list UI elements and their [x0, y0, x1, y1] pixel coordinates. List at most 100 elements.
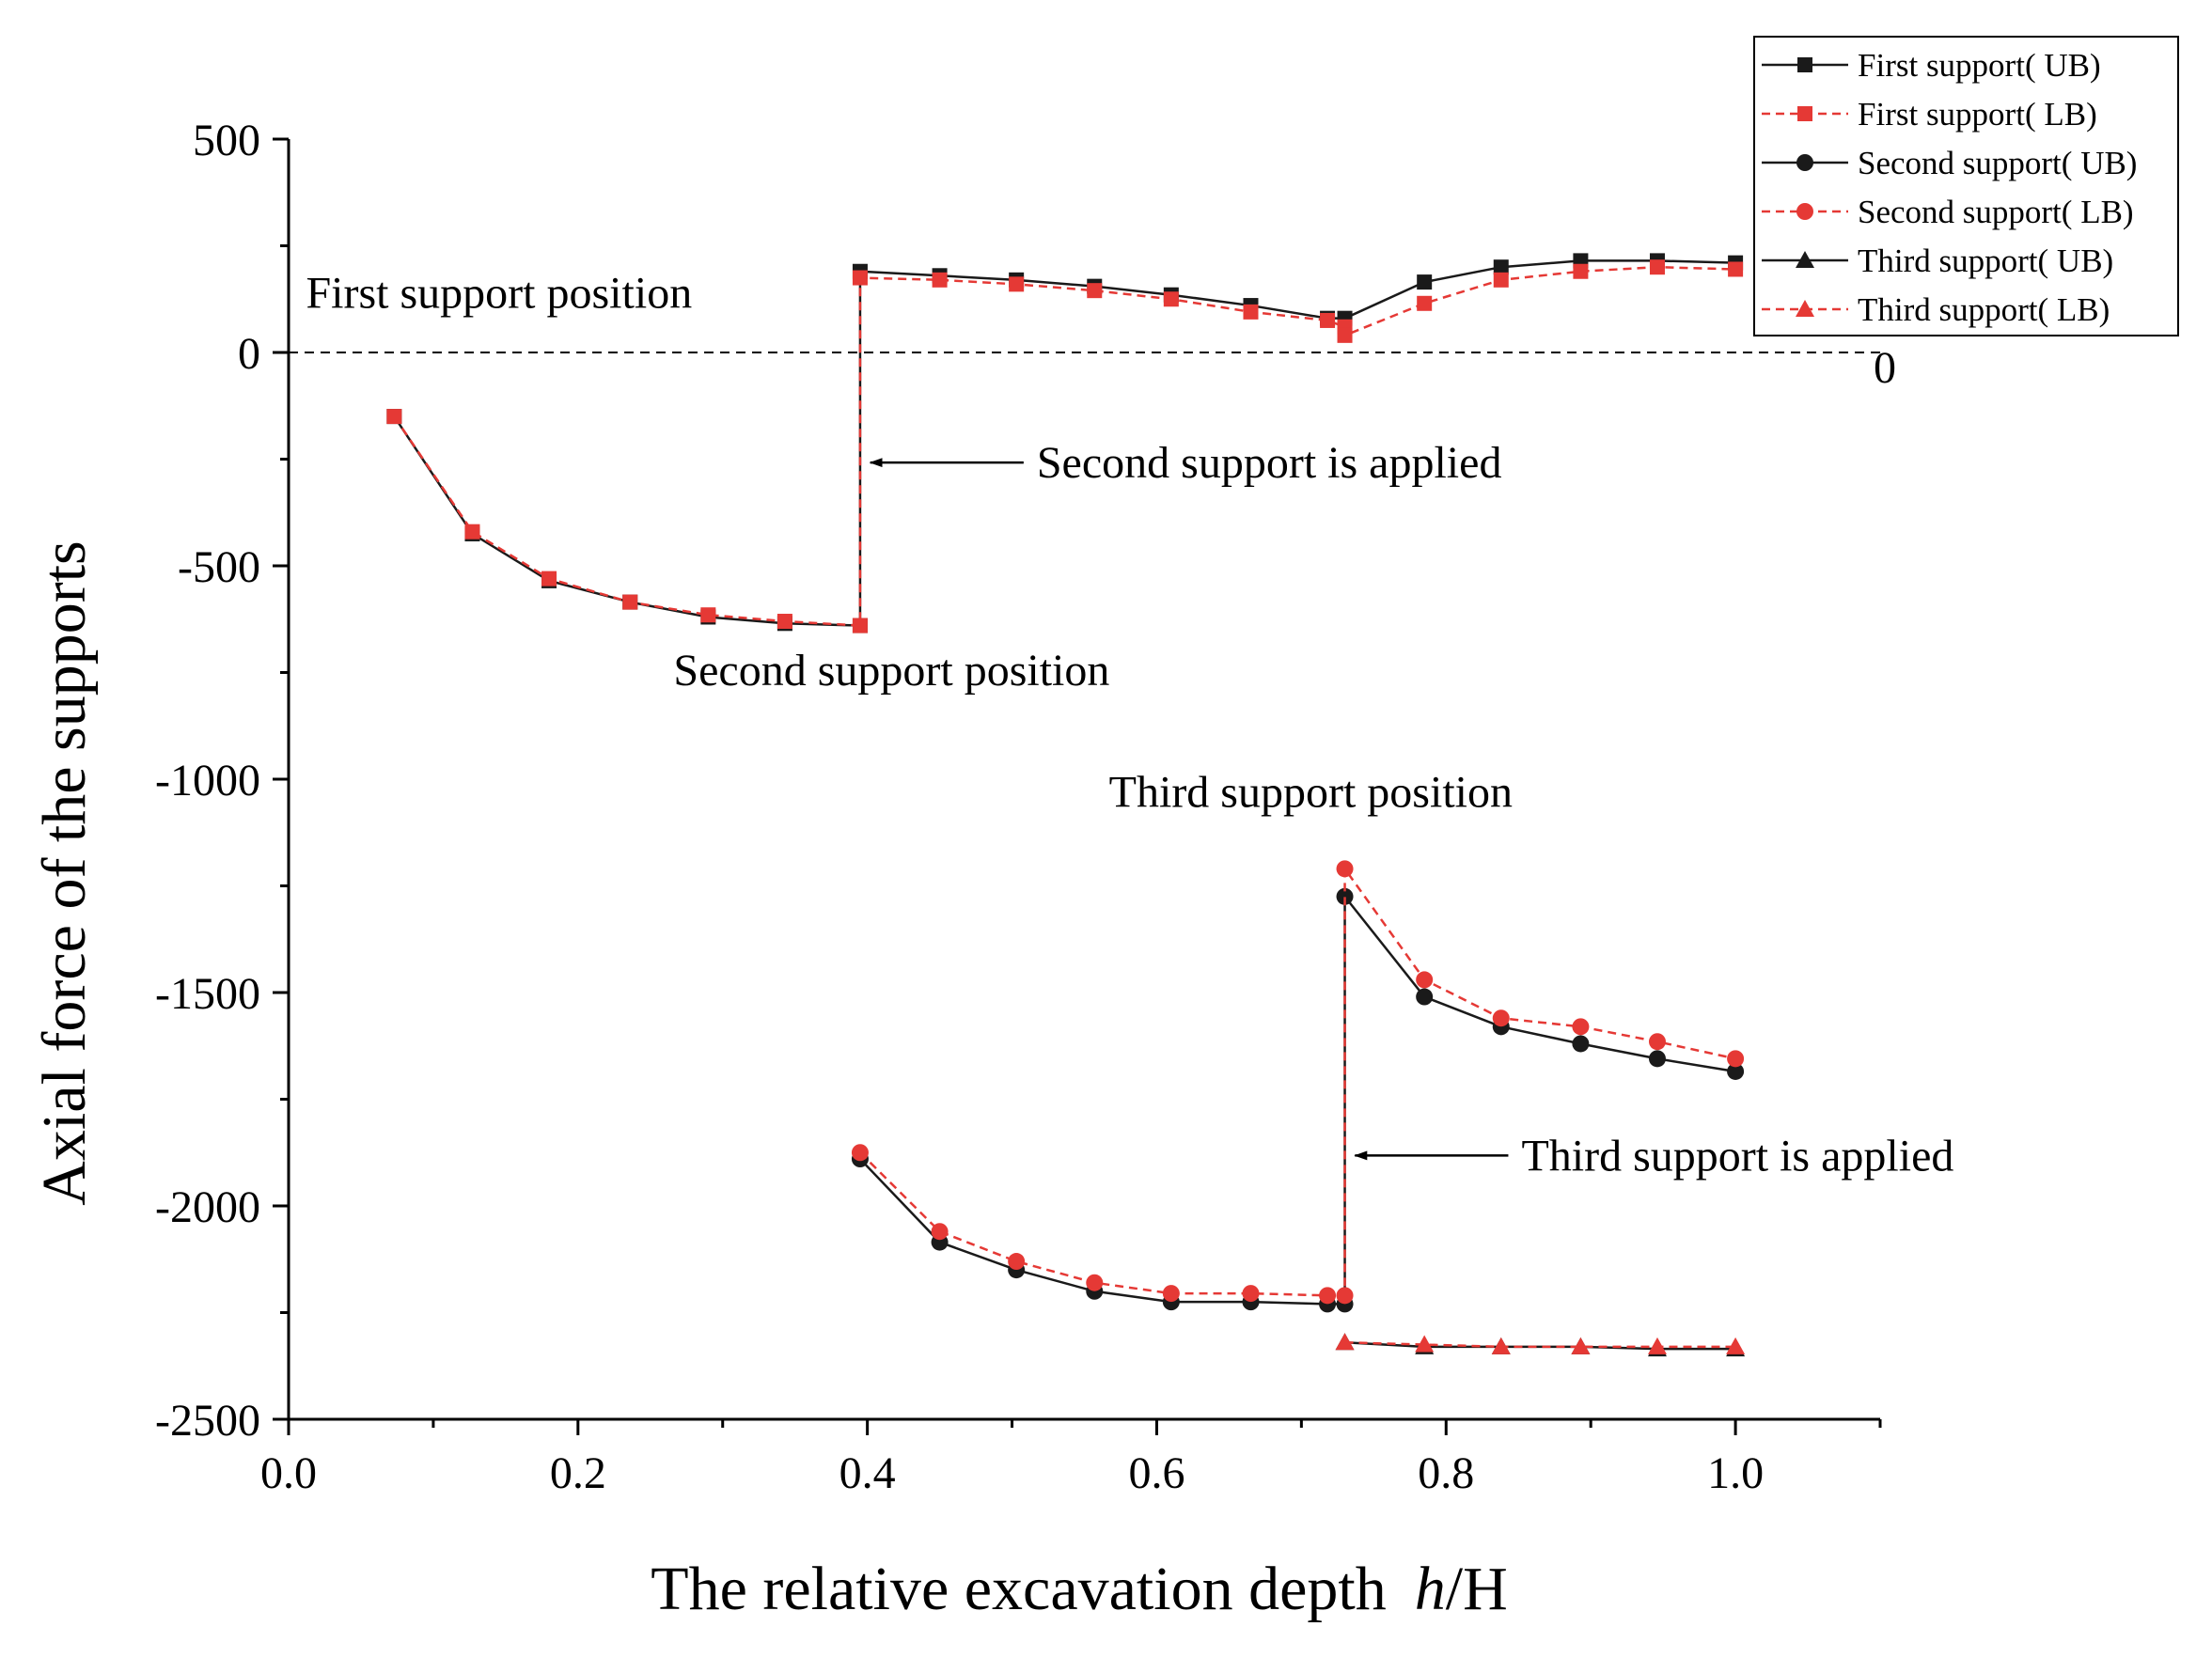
series-2	[386, 259, 1744, 633]
legend: First support( UB) First support( LB) Seco…	[1753, 36, 2179, 336]
data-point	[851, 1144, 869, 1162]
legend-item: Third support( LB)	[1762, 291, 2110, 328]
legend-label: First support( LB)	[1858, 96, 2097, 133]
data-point	[1493, 259, 1509, 275]
data-point	[1087, 283, 1103, 299]
legend-item: Second support( UB)	[1762, 145, 2137, 181]
data-point	[1163, 291, 1179, 307]
data-point	[1648, 1050, 1666, 1068]
y-axis-title: Axial force of the supports	[30, 540, 99, 1205]
data-point	[1572, 1018, 1590, 1036]
data-point	[777, 614, 792, 630]
data-point	[1243, 304, 1259, 320]
x-tick-label: 0.6	[1128, 1448, 1184, 1498]
data-point	[1571, 1337, 1591, 1354]
legend-marker	[1797, 106, 1812, 121]
data-point	[1649, 259, 1665, 275]
data-point	[1728, 261, 1744, 277]
legend-item: First support( UB)	[1762, 47, 2101, 84]
legend-box	[1753, 36, 2179, 336]
x-tick-label: 0.4	[839, 1448, 896, 1498]
data-point	[1337, 327, 1353, 343]
x-axis-title-tail: /H	[1446, 1555, 1508, 1623]
data-point	[1648, 1033, 1666, 1051]
data-point	[1416, 971, 1434, 989]
legend-item: Second support( LB)	[1762, 194, 2134, 230]
data-point	[1572, 1035, 1590, 1053]
series-line	[859, 895, 1736, 1306]
data-point	[1162, 1285, 1180, 1303]
data-point	[931, 1223, 949, 1241]
legend-label: First support( UB)	[1858, 47, 2101, 84]
legend-label: Third support( LB)	[1858, 291, 2110, 328]
legend-marker	[1796, 251, 1814, 268]
legend-marker	[1796, 203, 1813, 220]
y-tick-label: -1000	[155, 756, 260, 806]
data-point	[1335, 1333, 1355, 1351]
data-point	[1573, 263, 1589, 279]
data-point	[1242, 1285, 1260, 1303]
annotation-text: Second support is applied	[1037, 438, 1502, 488]
data-point	[1492, 1009, 1510, 1027]
y-tick-label: -2500	[155, 1396, 260, 1446]
y-tick-label: -1500	[155, 969, 260, 1019]
x-axis: 0.0 0.2 0.4 0.6 0.8 1.0	[260, 1417, 1882, 1498]
legend-label: Third support( UB)	[1858, 242, 2113, 279]
series-group	[386, 253, 1746, 1357]
y-tick-label: -2000	[155, 1182, 260, 1232]
zero-line-label: 0	[1874, 343, 1896, 393]
data-point	[1417, 274, 1433, 290]
legend-item: First support( LB)	[1762, 96, 2097, 133]
legend-item: Third support( UB)	[1762, 242, 2113, 279]
annotation-group: First support position Second support pos…	[306, 268, 1953, 1181]
data-point	[932, 272, 948, 288]
x-tick-label: 0.0	[260, 1448, 317, 1498]
data-point	[1008, 1253, 1026, 1271]
data-point	[1336, 887, 1354, 905]
x-tick-label: 1.0	[1707, 1448, 1764, 1498]
legend-label: Second support( UB)	[1858, 145, 2137, 181]
series-line	[1344, 1341, 1736, 1349]
data-point	[386, 409, 402, 425]
series-line	[393, 265, 1736, 627]
data-point	[1320, 312, 1336, 328]
y-tick-label: 0	[238, 329, 260, 379]
series-line	[1344, 1341, 1736, 1351]
x-tick-label: 0.8	[1418, 1448, 1474, 1498]
legend-marker	[1797, 57, 1812, 72]
annotation-text: First support position	[306, 268, 692, 318]
series-5	[1335, 1333, 1746, 1357]
data-point	[1336, 860, 1354, 878]
data-point	[622, 594, 638, 610]
data-point	[1647, 1337, 1667, 1354]
data-point	[1493, 272, 1509, 288]
x-axis-title: The relative excavation depth h/H	[651, 1555, 1507, 1623]
legend-label: Second support( LB)	[1858, 194, 2134, 230]
x-tick-label: 0.2	[550, 1448, 606, 1498]
data-point	[700, 607, 716, 623]
data-point	[1726, 1337, 1746, 1354]
y-axis: 500 0 -500 -1000 -1500 -2000 -2500	[155, 116, 290, 1446]
data-point	[1416, 988, 1434, 1006]
legend-marker	[1796, 300, 1814, 317]
series-6	[1335, 1333, 1746, 1354]
annotation-text: Second support position	[673, 646, 1109, 696]
data-point	[852, 270, 868, 286]
data-point	[1336, 1287, 1354, 1305]
data-point	[1727, 1050, 1745, 1068]
x-axis-title-italic: h	[1415, 1555, 1446, 1623]
y-tick-label: -500	[178, 542, 260, 592]
data-point	[1415, 1335, 1435, 1353]
data-point	[541, 571, 557, 587]
annotation-text: Third support is applied	[1521, 1131, 1953, 1181]
annotation-text: Third support position	[1109, 768, 1513, 818]
y-tick-label: 500	[193, 116, 260, 165]
legend-marker	[1796, 154, 1813, 171]
data-point	[1491, 1337, 1511, 1354]
gridless-plot-area: 0	[289, 343, 1896, 393]
series-line	[859, 868, 1736, 1297]
series-4	[851, 860, 1745, 1305]
data-point	[1319, 1287, 1337, 1305]
data-point	[1727, 1062, 1745, 1080]
